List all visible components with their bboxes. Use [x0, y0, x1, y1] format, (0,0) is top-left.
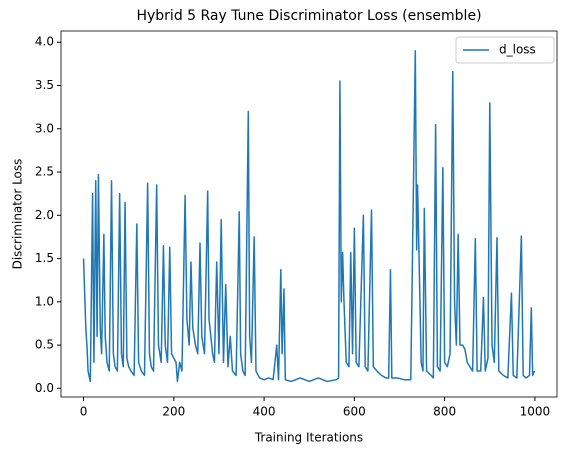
y-axis-label: Discriminator Loss	[11, 159, 25, 270]
x-tick-label: 600	[343, 405, 366, 419]
x-tick-label: 1000	[520, 405, 551, 419]
y-tick-label: 4.0	[35, 35, 54, 49]
x-tick-label: 800	[433, 405, 456, 419]
y-tick-label: 0.0	[35, 381, 54, 395]
axes-frame	[60, 30, 558, 398]
y-tick-label: 0.5	[35, 338, 54, 352]
x-tick-label: 400	[253, 405, 276, 419]
x-axis-label: Training Iterations	[254, 431, 363, 445]
x-tick-label: 200	[162, 405, 185, 419]
chart-title: Hybrid 5 Ray Tune Discriminator Loss (en…	[136, 8, 481, 24]
y-tick-label: 1.5	[35, 251, 54, 265]
legend-box	[455, 36, 555, 64]
y-tick-label: 2.5	[35, 165, 54, 179]
x-tick-label: 0	[80, 405, 88, 419]
y-tick-label: 3.0	[35, 121, 54, 135]
y-tick-label: 1.0	[35, 294, 54, 308]
legend-label: d_loss	[499, 43, 536, 57]
y-tick-label: 3.5	[35, 78, 54, 92]
y-tick-label: 2.0	[35, 208, 54, 222]
data-line	[82, 50, 536, 383]
